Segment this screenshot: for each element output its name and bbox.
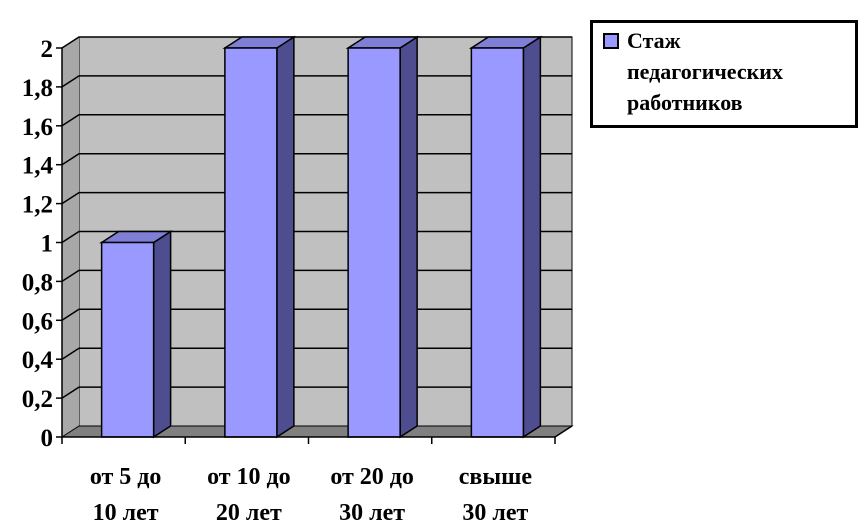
axes	[56, 47, 573, 444]
x-tick-label-line: от 10 до	[207, 464, 291, 490]
legend-label: Стаж педагогических работников	[627, 25, 857, 118]
x-tick-labels: от 5 до 10 лет от 10 до 20 лет от 20 до 30 ле…	[90, 464, 533, 526]
legend: Стаж педагогических работников	[590, 20, 858, 128]
x-tick-label: от 5 до 10 лет	[90, 464, 162, 526]
legend-label-line-3: работников	[627, 90, 743, 115]
y-tick-label: 1	[41, 231, 54, 258]
y-tick-label: 0,2	[22, 386, 53, 413]
bar-side	[276, 35, 295, 439]
x-tick-label-line: от 5 до	[90, 464, 162, 490]
y-tick-labels: 0 0,2 0,4 0,6 0,8 1 1,2 1,4 1,6 1,8 2	[22, 36, 54, 452]
x-tick-label-line: 30 лет	[462, 500, 528, 526]
y-tick-label: 1,4	[22, 153, 54, 180]
x-tick-label-line: от 20 до	[330, 464, 414, 490]
bar	[470, 47, 525, 438]
bar	[100, 241, 155, 438]
x-tick-label-line: 30 лет	[339, 500, 405, 526]
bar-side	[399, 35, 418, 439]
y-tick-label: 1,8	[22, 75, 53, 102]
legend-label-line-1: Стаж	[627, 28, 681, 53]
legend-label-line-2: педагогических	[627, 59, 783, 84]
bar-side	[152, 230, 172, 439]
bar	[224, 47, 278, 438]
x-tick-label: от 20 до 30 лет	[330, 464, 414, 526]
y-tick-label: 0,4	[22, 347, 54, 374]
bar-side	[522, 35, 542, 439]
y-tick-label: 1,2	[22, 192, 53, 219]
bar	[347, 47, 401, 438]
y-tick-label: 0,8	[22, 269, 53, 296]
y-tick-label: 1,6	[22, 114, 53, 141]
y-tick-label: 0,6	[22, 308, 53, 335]
x-tick-label: от 10 до 20 лет	[207, 464, 291, 526]
x-tick-label-line: свыше	[459, 464, 533, 490]
legend-swatch	[603, 33, 619, 49]
x-tick-label-line: 20 лет	[216, 500, 282, 526]
y-tick-label: 0	[41, 425, 54, 452]
x-tick-label-line: 10 лет	[93, 500, 159, 526]
y-tick-label: 2	[41, 36, 54, 63]
floor-edge	[554, 425, 573, 438]
x-tick-label: свыше 30 лет	[459, 464, 533, 526]
